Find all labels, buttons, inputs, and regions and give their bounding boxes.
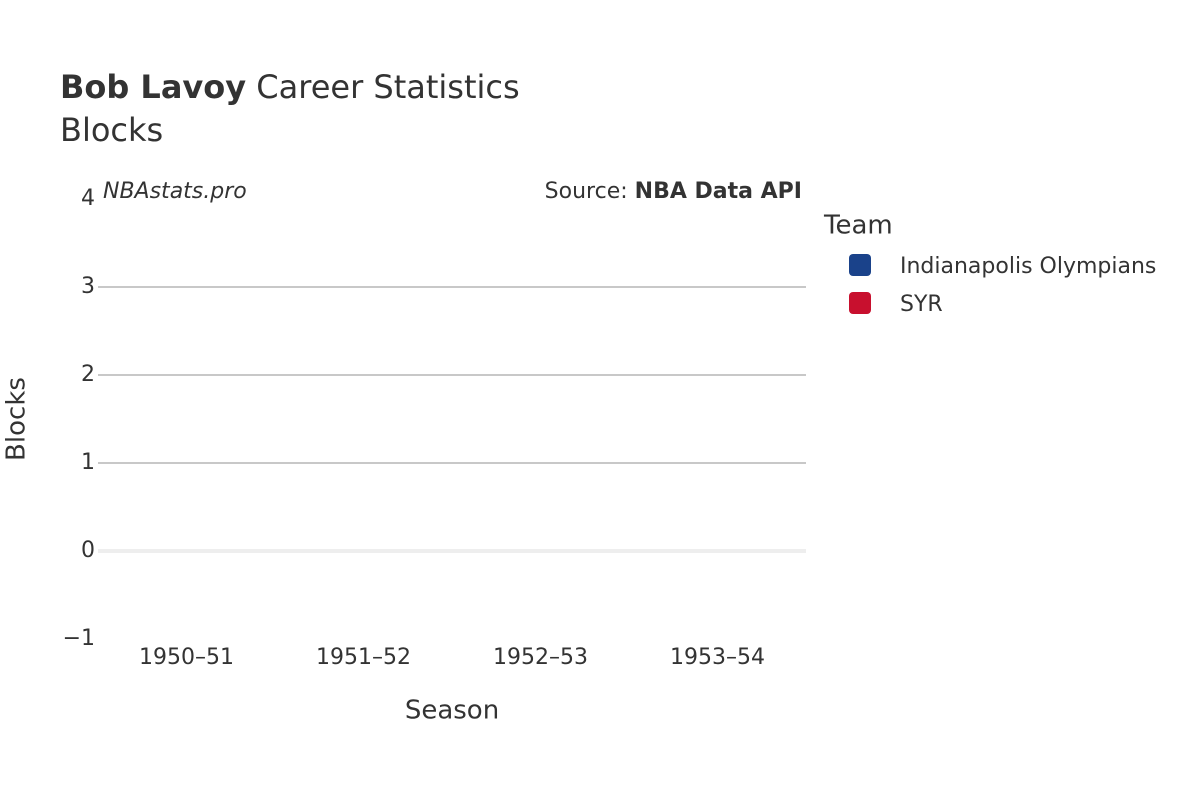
site-annotation: NBAstats.pro: [103, 179, 247, 204]
legend-label: SYR: [900, 292, 943, 317]
x-axis-label: Season: [405, 696, 499, 726]
x-tick-label: 1953–54: [670, 645, 765, 670]
title-name: Bob Lavoy: [60, 68, 246, 106]
y-tick-label: −1: [63, 626, 95, 651]
source-annotation: Source: NBA Data API: [545, 179, 802, 204]
y-tick-label: 2: [81, 362, 95, 387]
legend-swatch: [849, 254, 871, 276]
x-tick-label: 1952–53: [493, 645, 588, 670]
source-label: Source:: [545, 179, 628, 204]
y-tick-label: 1: [81, 450, 95, 475]
legend-title: Team: [823, 211, 893, 241]
x-tick-label: 1950–51: [139, 645, 234, 670]
legend-swatch: [849, 292, 871, 314]
legend-label: Indianapolis Olympians: [900, 254, 1156, 279]
x-tick-label: 1951–52: [316, 645, 411, 670]
chart-title: Bob Lavoy Career Statistics: [60, 68, 520, 106]
y-tick-label: 4: [81, 186, 95, 211]
chart-subtitle: Blocks: [60, 111, 163, 149]
source-name: NBA Data API: [635, 179, 802, 204]
title-rest: Career Statistics: [256, 68, 519, 106]
y-tick-label: 0: [81, 538, 95, 563]
y-tick-label: 3: [81, 274, 95, 299]
y-axis-label: Blocks: [2, 377, 32, 461]
